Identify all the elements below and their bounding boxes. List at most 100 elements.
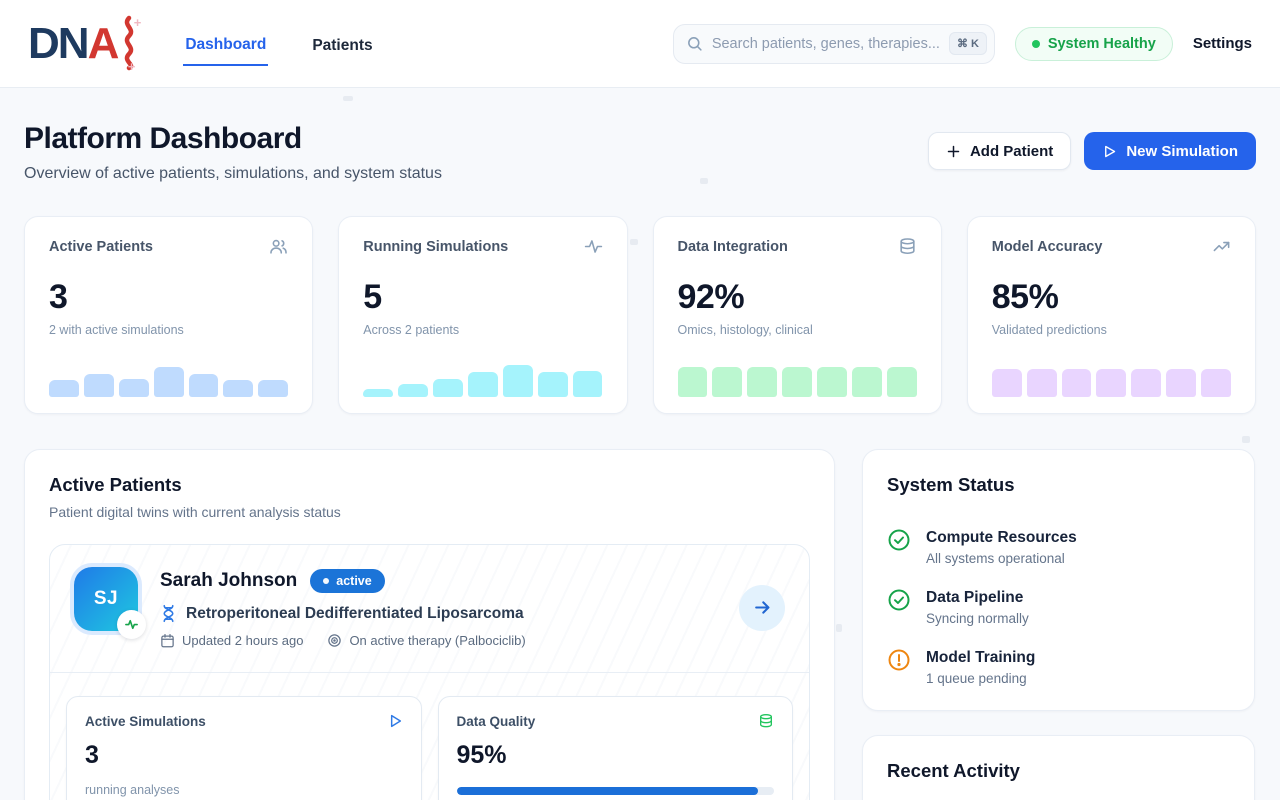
recent-activity-panel: Recent Activity Simulation completed — [862, 735, 1255, 800]
spark-bar — [886, 367, 917, 397]
spark-bar — [991, 369, 1022, 397]
logo-plus-deco: + — [127, 59, 136, 74]
metric-value: 3 — [85, 741, 99, 769]
new-simulation-button[interactable]: New Simulation — [1084, 132, 1256, 170]
therapy-label: On active therapy (Palbociclib) — [349, 633, 526, 648]
spark-bar — [712, 367, 743, 397]
panel-title: Recent Activity — [887, 760, 1020, 781]
status-item-detail: 1 queue pending — [926, 671, 1027, 686]
spark-bar — [398, 384, 429, 397]
patient-card[interactable]: SJ Sarah Johnson active — [49, 544, 810, 800]
spark-bar — [782, 367, 813, 397]
database-icon — [760, 714, 772, 728]
metric-card-data-quality[interactable]: Data Quality 95% — [437, 696, 793, 800]
spark-bar — [747, 367, 778, 397]
settings-link[interactable]: Settings — [1192, 35, 1252, 52]
target-icon — [328, 634, 342, 647]
stat-title: Running Simulations — [363, 238, 509, 255]
activity-icon — [584, 237, 603, 256]
spark-bar — [1131, 369, 1162, 397]
users-icon — [269, 237, 288, 256]
spark-bar — [1201, 369, 1231, 397]
panel-subtitle: Patient digital twins with current analy… — [49, 504, 341, 520]
arrow-right-icon — [754, 601, 769, 614]
status-badge: active — [310, 569, 385, 593]
status-item-compute-resources: Compute Resources All systems operationa… — [887, 528, 1230, 566]
add-patient-button[interactable]: Add Patient — [927, 132, 1072, 170]
spark-bar — [49, 380, 79, 397]
therapy-meta: On active therapy (Palbociclib) — [327, 633, 526, 648]
search-input[interactable]: Search patients, genes, therapies... ⌘ K — [672, 23, 995, 64]
spark-bar — [851, 367, 882, 397]
stat-value: 3 — [49, 278, 68, 316]
stat-card-model-accuracy[interactable]: Model Accuracy 85% Validated predictions — [966, 216, 1256, 414]
patient-diagnosis: Retroperitoneal Dedifferentiated Liposar… — [186, 604, 524, 622]
dna-icon — [160, 604, 177, 623]
stat-card-active-patients[interactable]: Active Patients 3 2 with active simulati… — [24, 216, 314, 414]
sparkline-chart — [677, 363, 917, 397]
page-title: Platform Dashboard — [24, 122, 302, 155]
nav-item-patients[interactable]: Patients — [312, 36, 373, 54]
spark-bar — [817, 367, 847, 397]
spark-bar — [1166, 369, 1197, 397]
add-patient-label: Add Patient — [969, 142, 1054, 160]
calendar-icon — [161, 633, 174, 648]
status-item-label: Model Training — [926, 649, 1036, 666]
spark-bar — [537, 372, 568, 397]
stat-value: 85% — [991, 278, 1059, 316]
sparkline-chart — [49, 363, 289, 397]
spark-bar — [1096, 369, 1127, 397]
stat-subtitle: Omics, histology, clinical — [677, 323, 813, 337]
spark-bar — [677, 367, 708, 397]
divider — [50, 672, 809, 673]
search-placeholder: Search patients, genes, therapies... — [711, 35, 940, 52]
stat-subtitle: 2 with active simulations — [49, 323, 184, 337]
metric-label: Active Simulations — [85, 713, 206, 729]
stat-card-data-integration[interactable]: Data Integration 92% Omics, histology, c… — [652, 216, 942, 414]
progress-fill — [456, 787, 759, 795]
system-health-badge: System Healthy — [1014, 26, 1173, 61]
metric-value: 95% — [456, 741, 507, 769]
metric-card-active-simulations[interactable]: Active Simulations 3 running analyses — [66, 696, 422, 800]
open-patient-button[interactable] — [739, 584, 785, 631]
nav-item-dashboard[interactable]: Dashboard — [183, 22, 269, 66]
sparkline-chart — [363, 363, 603, 397]
spark-bar — [363, 389, 394, 397]
status-label: active — [336, 574, 372, 588]
stat-card-running-simulations[interactable]: Running Simulations 5 Across 2 patients — [338, 216, 628, 414]
status-item-data-pipeline: Data Pipeline Syncing normally — [887, 588, 1230, 626]
background-deco — [343, 96, 353, 101]
database-icon — [898, 237, 917, 256]
patient-name: Sarah Johnson — [160, 570, 298, 591]
spark-bar — [188, 374, 219, 397]
spark-bar — [83, 374, 114, 397]
sparkline-chart — [991, 363, 1231, 397]
panel-title: System Status — [887, 474, 1015, 495]
updated-meta: Updated 2 hours ago — [160, 633, 303, 648]
status-item-label: Compute Resources — [926, 529, 1077, 546]
panel-title: Active Patients — [49, 474, 182, 495]
status-item-detail: Syncing normally — [926, 611, 1029, 626]
search-icon — [686, 35, 703, 52]
health-status-dot-icon — [1031, 39, 1040, 48]
stat-subtitle: Across 2 patients — [363, 323, 460, 337]
logo-text-primary: DN — [28, 18, 90, 68]
plus-icon — [947, 145, 960, 157]
spark-bar — [502, 365, 533, 397]
active-patients-panel: Active Patients Patient digital twins wi… — [24, 449, 835, 800]
stats-row: Active Patients 3 2 with active simulati… — [24, 216, 1256, 414]
metric-label: Data Quality — [456, 713, 536, 729]
spark-bar — [1026, 369, 1057, 397]
brand-logo[interactable]: DN A + + — [28, 13, 141, 74]
top-navigation-bar: DN A + + Dashboard Patients Search patien… — [0, 0, 1280, 88]
status-item-detail: All systems operational — [926, 551, 1065, 566]
spark-bar — [153, 367, 184, 397]
main-nav: Dashboard Patients — [183, 22, 374, 66]
page-subtitle: Overview of active patients, simulations… — [24, 165, 442, 182]
play-icon — [1105, 145, 1116, 157]
logo-text-accent: A — [87, 18, 120, 68]
spark-bar — [467, 372, 498, 397]
play-icon — [390, 714, 401, 728]
pulse-badge — [117, 610, 146, 639]
logo-plus-deco: + — [133, 15, 142, 30]
